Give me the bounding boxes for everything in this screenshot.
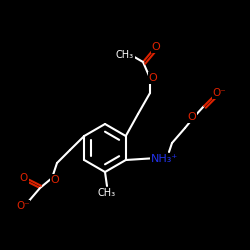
Text: O: O: [20, 173, 28, 183]
Text: O: O: [50, 175, 59, 185]
Text: O: O: [188, 112, 196, 122]
Text: O: O: [152, 42, 160, 52]
Text: NH₃⁺: NH₃⁺: [150, 154, 178, 164]
Text: O⁻: O⁻: [212, 88, 226, 98]
Text: CH₃: CH₃: [98, 188, 116, 198]
Text: O⁻: O⁻: [16, 201, 30, 211]
Text: O: O: [148, 73, 158, 83]
Text: CH₃: CH₃: [116, 50, 134, 60]
